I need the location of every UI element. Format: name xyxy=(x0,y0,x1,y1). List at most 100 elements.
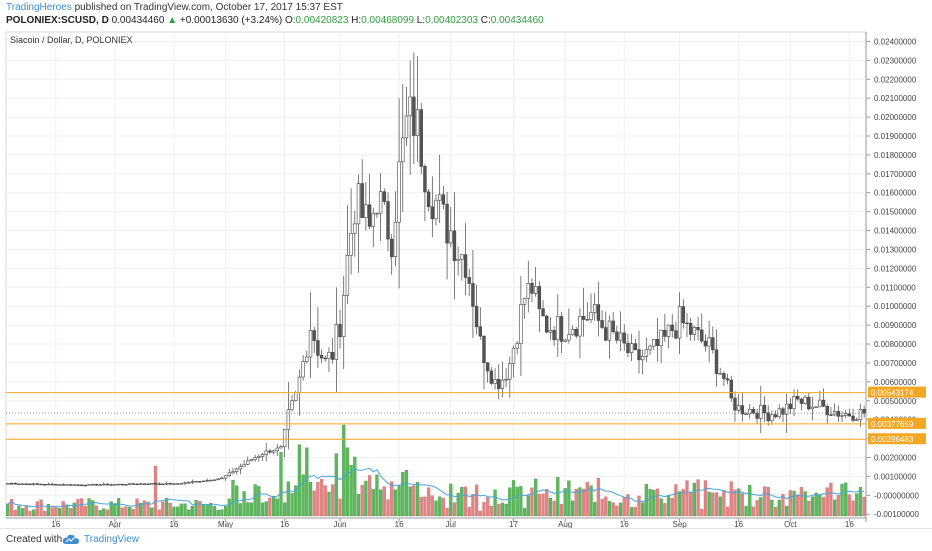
y-tick-label: 0.00600000 xyxy=(874,378,917,387)
volume-bar xyxy=(94,505,99,517)
volume-bar xyxy=(161,501,165,517)
volume-bar xyxy=(146,501,150,517)
candle-body xyxy=(640,356,645,361)
created-with-text: Created with xyxy=(6,534,63,545)
candle-body xyxy=(24,483,29,485)
volume-bar xyxy=(176,506,180,517)
candle-body xyxy=(168,483,172,485)
volume-bar xyxy=(65,504,69,517)
volume-bar xyxy=(493,489,497,517)
candle-body xyxy=(319,355,324,359)
volume-bar xyxy=(113,503,117,517)
published-text: published on TradingView.com, October 17… xyxy=(74,2,343,13)
candle-body xyxy=(659,329,663,346)
publisher-link[interactable]: TradingHeroes xyxy=(6,2,72,13)
candle-body xyxy=(260,454,265,457)
volume-bar xyxy=(478,510,482,517)
candle-body xyxy=(264,450,268,455)
candle-body xyxy=(127,483,132,485)
candle-body xyxy=(150,483,154,485)
volume-bar xyxy=(833,499,837,517)
candle-body xyxy=(17,483,21,486)
x-tick-label: Jul xyxy=(446,520,456,528)
candle-body xyxy=(666,324,671,337)
volume-bar xyxy=(711,492,715,517)
volume-bar xyxy=(733,489,737,517)
candle-body xyxy=(312,330,316,341)
volume-bar xyxy=(430,495,434,517)
candle-body xyxy=(508,363,512,380)
candle-body xyxy=(238,466,243,470)
volume-bar xyxy=(759,497,763,517)
candle-body xyxy=(61,484,65,486)
volume-bar xyxy=(434,500,438,517)
candle-body xyxy=(157,483,161,485)
volume-bar xyxy=(515,487,519,517)
candle-body xyxy=(139,483,143,485)
volume-bar xyxy=(474,484,479,517)
candle-body xyxy=(589,312,593,320)
volume-bar xyxy=(844,482,848,517)
volume-bar xyxy=(24,505,28,517)
candle-body xyxy=(113,484,117,486)
candle-body xyxy=(83,484,88,487)
volume-bar xyxy=(729,481,733,517)
candle-body xyxy=(227,472,232,476)
volume-bar xyxy=(810,496,815,517)
candle-body xyxy=(593,304,597,313)
candle-body xyxy=(116,483,121,486)
candle-body xyxy=(537,286,542,309)
volume-bar xyxy=(600,499,604,517)
x-tick-label: Sep xyxy=(672,520,687,528)
low-label: L: xyxy=(416,15,426,26)
price-chart[interactable]: 0.02400000 0.02300000 0.02200000 0.02100000… xyxy=(0,30,932,528)
y-tick-label: 0.02000000 xyxy=(874,113,917,122)
volume-bar xyxy=(666,495,671,517)
volume-bar xyxy=(596,478,601,517)
volume-bar xyxy=(618,502,623,517)
volume-bar xyxy=(611,502,615,517)
volume-bar xyxy=(825,487,829,517)
x-tick-label: 16 xyxy=(280,520,289,528)
candle-body xyxy=(297,376,302,393)
tradingview-brand-link[interactable]: TradingView xyxy=(84,534,140,545)
candle-body xyxy=(755,412,759,419)
volume-bar xyxy=(120,507,124,517)
candle-body xyxy=(327,352,331,359)
candle-body xyxy=(471,283,475,307)
volume-bar xyxy=(382,486,386,517)
volume-bar xyxy=(201,504,206,517)
volume-bar xyxy=(426,487,431,517)
candle-body xyxy=(574,328,578,337)
volume-bar xyxy=(781,494,785,517)
candle-body xyxy=(426,191,431,208)
candle-body xyxy=(201,480,206,483)
candle-body xyxy=(194,481,198,483)
candle-body xyxy=(821,399,826,407)
volume-bar xyxy=(412,485,416,517)
volume-bar xyxy=(482,502,486,517)
volume-bar xyxy=(397,485,401,517)
volume-bar xyxy=(183,503,187,517)
volume-bar xyxy=(312,490,316,517)
candle-body xyxy=(840,415,844,417)
candle-body xyxy=(548,330,553,333)
candle-body xyxy=(511,347,516,364)
volume-bar xyxy=(205,504,209,517)
candle-body xyxy=(559,316,564,342)
candle-body xyxy=(275,447,279,452)
volume-bar xyxy=(622,496,626,517)
y-tick-label: -0.00100000 xyxy=(874,510,919,519)
candle-body xyxy=(286,409,291,430)
candle-body xyxy=(308,330,313,358)
volume-bar xyxy=(305,447,309,517)
x-tick-label: 16 xyxy=(620,520,629,528)
volume-bar xyxy=(567,480,571,517)
candle-body xyxy=(282,429,287,447)
candle-body xyxy=(367,204,372,227)
candle-body xyxy=(629,343,634,353)
volume-bar xyxy=(607,501,612,517)
x-tick-label: 16 xyxy=(734,520,743,528)
candle-body xyxy=(419,109,423,167)
volume-bar xyxy=(401,472,405,517)
